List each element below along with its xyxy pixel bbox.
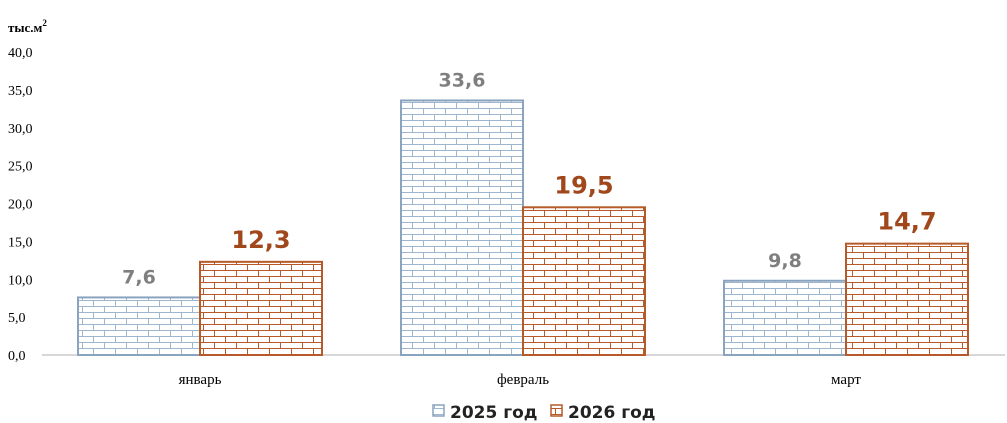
bar-2025-год-январь (77, 296, 201, 356)
data-label: 7,6 (122, 266, 156, 288)
category-labels-group: январь февраль март (179, 372, 862, 388)
category-label: март (831, 372, 861, 388)
y-unit-label: тыс.м2 (8, 18, 47, 35)
y-tick-label: 40,0 (8, 46, 33, 61)
legend-swatch-2026 (550, 404, 563, 417)
data-label: 14,7 (877, 208, 936, 236)
bars-group (77, 99, 969, 357)
bar-2025-год-март (723, 279, 847, 357)
data-label: 19,5 (554, 171, 613, 199)
data-label: 9,8 (768, 250, 802, 272)
data-label: 33,6 (439, 69, 486, 91)
y-tick-label: 25,0 (8, 160, 33, 175)
y-tick-label: 5,0 (8, 311, 26, 326)
legend-label-2026: 2026 год (568, 403, 656, 423)
y-tick-label: 30,0 (8, 122, 33, 137)
bar-2026-год-февраль (522, 206, 646, 356)
legend: 2025 год 2026 год (432, 403, 656, 423)
y-tick-label: 0,0 (8, 349, 26, 364)
category-label: январь (179, 372, 222, 388)
y-tick-label: 10,0 (8, 273, 33, 288)
legend-label-2025: 2025 год (450, 403, 538, 423)
bar-2025-год-февраль (400, 99, 524, 357)
y-tick-label: 15,0 (8, 235, 33, 250)
y-axis-ticks: 0,0 5,0 10,0 15,0 20,0 25,0 30,0 35,0 40,0 (8, 46, 33, 364)
bar-2026-год-январь (199, 260, 323, 357)
bar-2026-год-март (845, 242, 969, 357)
data-label: 12,3 (231, 226, 290, 254)
data-labels-group: 7,6 12,3 33,6 19,5 9,8 14,7 (122, 69, 936, 288)
category-label: февраль (497, 372, 549, 388)
legend-swatch-2025 (432, 404, 445, 417)
y-tick-label: 35,0 (8, 84, 33, 99)
y-tick-label: 20,0 (8, 198, 33, 213)
